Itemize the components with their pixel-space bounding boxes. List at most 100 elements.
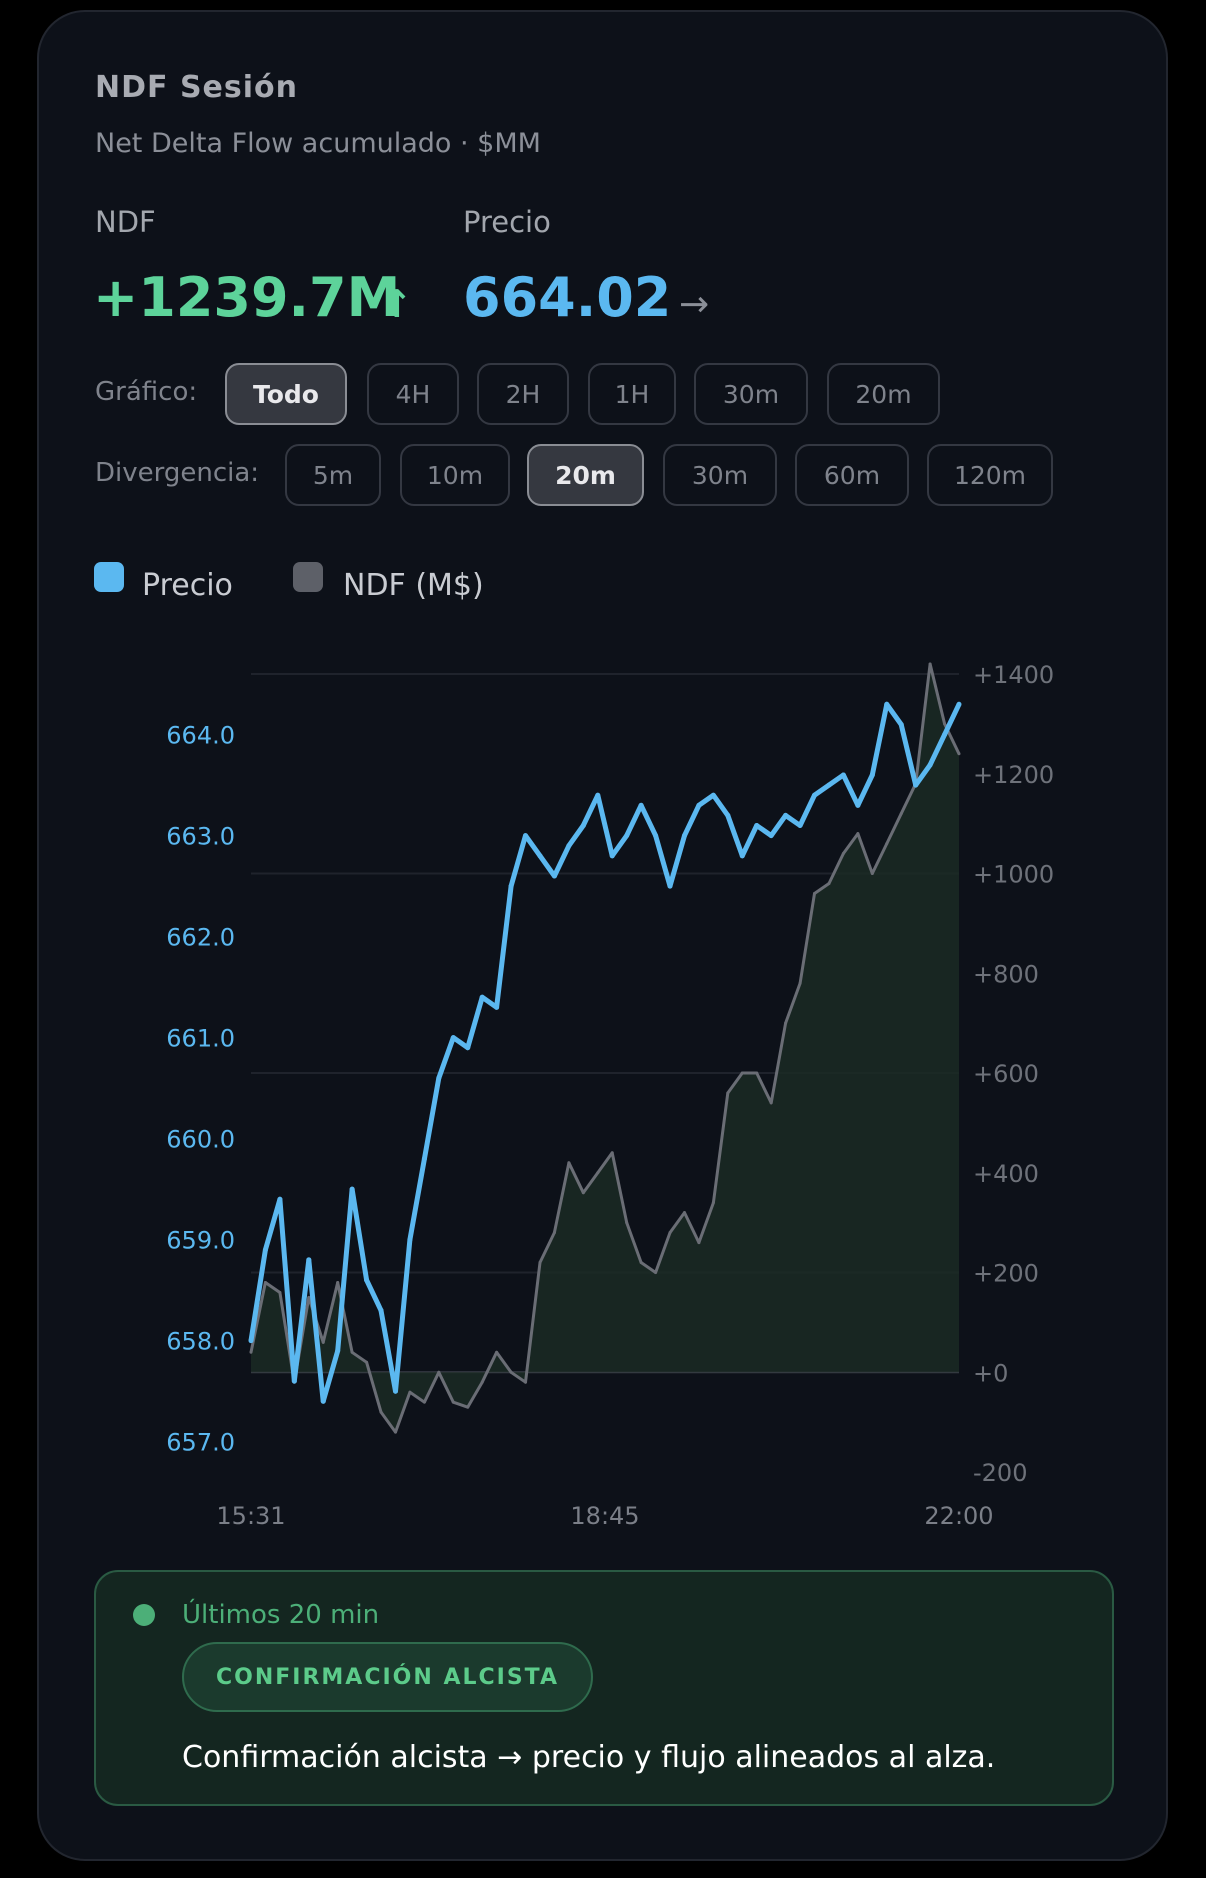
ndf-point [451, 1400, 455, 1404]
divergence-chip-60m[interactable]: 60m [795, 444, 909, 506]
ndf-point [813, 891, 817, 895]
price-point [609, 853, 615, 859]
divergence-chip-20m[interactable]: 20m [527, 444, 644, 506]
ndf-point [639, 1261, 643, 1265]
ndf-point [249, 1350, 253, 1354]
legend-swatch-ndf [293, 562, 323, 592]
ndf-point [278, 1290, 282, 1294]
ndf-point [365, 1360, 369, 1364]
ndf-point [379, 1410, 383, 1414]
card-title: NDF Sesión [95, 70, 299, 105]
y-right-tick-label: -200 [973, 1459, 1027, 1487]
legend-label-price: Precio [142, 568, 233, 603]
price-point [913, 782, 919, 788]
price-point [710, 792, 716, 798]
divergence-chip-30m[interactable]: 30m [663, 444, 777, 506]
y-left-tick-label: 663.0 [166, 823, 235, 851]
ndf-point [755, 1071, 759, 1075]
ndf-point [625, 1221, 629, 1225]
ndf-metric-label: NDF [95, 205, 156, 239]
y-left-tick-label: 659.0 [166, 1227, 235, 1255]
range-chip-1h[interactable]: 1H [588, 363, 676, 425]
price-point [551, 873, 557, 879]
ndf-point [350, 1350, 354, 1354]
ndf-point [408, 1390, 412, 1394]
price-point [869, 772, 875, 778]
price-point [956, 701, 962, 707]
price-metric-label: Precio [463, 205, 551, 239]
ndf-point [943, 722, 947, 726]
price-point [335, 1348, 341, 1354]
ndf-point [307, 1295, 311, 1299]
price-point [884, 701, 890, 707]
ndf-point [841, 852, 845, 856]
price-point [349, 1186, 355, 1192]
ndf-point [856, 832, 860, 836]
price-point [248, 1338, 254, 1344]
price-ndf-chart: 664.0 663.0 662.0 661.0 660.0 659.0 658.0 657.0… [166, 661, 1054, 1530]
price-point [450, 1035, 456, 1041]
price-point [797, 823, 803, 829]
ndf-point [928, 662, 932, 666]
y-right-tick-label: +800 [973, 960, 1039, 988]
alert-window-label: Últimos 20 min [182, 1600, 380, 1630]
price-point [725, 812, 731, 818]
y-right-tick-label: +400 [973, 1160, 1039, 1188]
ndf-point [711, 1201, 715, 1205]
x-tick-label: 15:31 [216, 1502, 285, 1530]
ndf-point [654, 1271, 658, 1274]
y-right-tick-label: +600 [973, 1060, 1039, 1088]
range-chip-4h[interactable]: 4H [367, 363, 459, 425]
ndf-point [798, 981, 802, 985]
range-chip-20m[interactable]: 20m [827, 363, 940, 425]
y-right-tick-label: +0 [973, 1359, 1008, 1387]
ndf-point [784, 1021, 788, 1025]
price-point [696, 802, 702, 808]
ndf-point [682, 1211, 686, 1215]
divergence-chip-10m[interactable]: 10m [400, 444, 510, 506]
price-point [739, 853, 745, 859]
price-point [523, 833, 529, 839]
ndf-point [422, 1400, 426, 1404]
ndf-series-line [249, 662, 961, 1434]
legend-swatch-price [94, 562, 124, 592]
x-tick-label: 18:45 [570, 1502, 639, 1530]
divergence-alert: Últimos 20 min CONFIRMACIÓN ALCISTA Conf… [94, 1570, 1114, 1806]
ndf-point [524, 1380, 528, 1384]
alert-message: Confirmación alcista → precio y flujo al… [182, 1740, 996, 1775]
range-chip-todo[interactable]: Todo [225, 363, 347, 425]
price-point [364, 1277, 370, 1283]
y-left-tick-label: 658.0 [166, 1328, 235, 1356]
range-chip-2h[interactable]: 2H [477, 363, 569, 425]
ndf-point [437, 1370, 441, 1374]
alert-badge: CONFIRMACIÓN ALCISTA [182, 1642, 593, 1712]
y-left-tick-label: 657.0 [166, 1429, 235, 1457]
y-left-tick-label: 660.0 [166, 1126, 235, 1154]
price-point [566, 843, 572, 849]
divergence-chip-5m[interactable]: 5m [285, 444, 381, 506]
price-point [378, 1307, 384, 1313]
price-point [840, 772, 846, 778]
price-point [580, 823, 586, 829]
price-point [421, 1156, 427, 1162]
price-point [826, 782, 832, 788]
price-point [407, 1237, 413, 1243]
ndf-point [596, 1171, 600, 1175]
y-left-tick-label: 664.0 [166, 722, 235, 750]
price-point [508, 883, 514, 889]
arrow-up-icon: ↑ [381, 282, 413, 326]
price-point [291, 1378, 297, 1384]
range-chip-30m[interactable]: 30m [694, 363, 808, 425]
ndf-point [581, 1191, 585, 1195]
ndf-point [538, 1261, 542, 1265]
price-point [638, 802, 644, 808]
price-point [898, 722, 904, 728]
price-point [812, 792, 818, 798]
price-point [855, 802, 861, 808]
ndf-point [336, 1280, 340, 1284]
price-point [277, 1196, 283, 1202]
price-point [783, 812, 789, 818]
price-point [653, 833, 659, 839]
ndf-point [899, 812, 903, 816]
divergence-chip-120m[interactable]: 120m [927, 444, 1053, 506]
